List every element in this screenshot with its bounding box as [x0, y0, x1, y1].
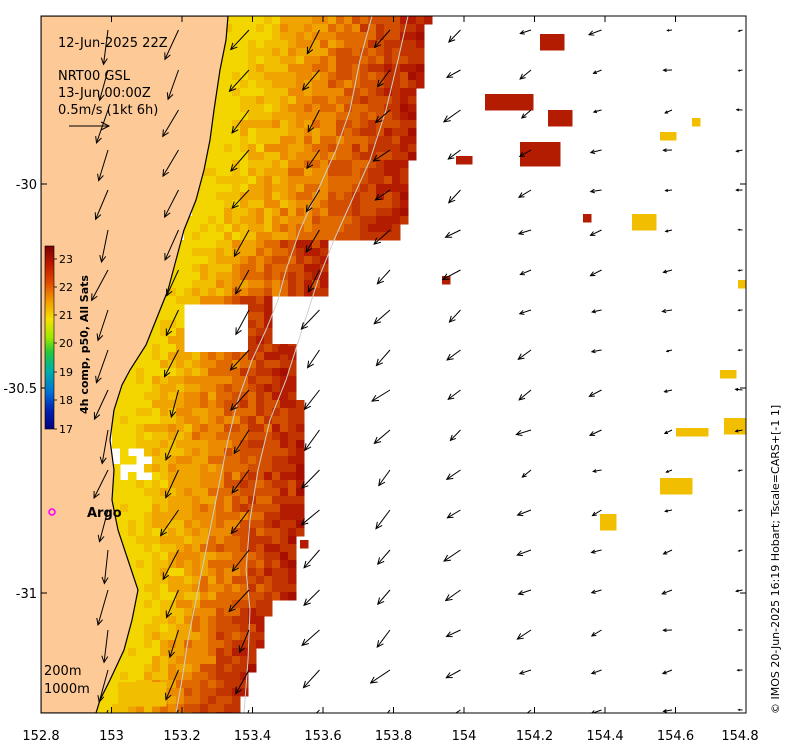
- x-axis-labels: 152.8 153 153.2 153.4 153.6 153.8 154 15…: [22, 729, 758, 744]
- colorbar-tick-label: 18: [59, 394, 73, 407]
- x-tick-label: 154: [452, 729, 477, 744]
- current-time-label: 13-Jun 00:00Z: [58, 86, 151, 101]
- x-tick-label: 153.6: [304, 729, 341, 744]
- argo-label: Argo: [87, 506, 122, 521]
- x-tick-label: 153: [99, 729, 124, 744]
- x-tick-label: 153.8: [375, 729, 412, 744]
- current-vectors: [91, 29, 743, 713]
- scale-arrow-icon: [69, 121, 111, 131]
- colorbar-gradient: [44, 245, 55, 430]
- timestamp-label: 12-Jun-2025 22Z: [58, 36, 168, 51]
- isobath-1000m: [243, 16, 409, 713]
- colorbar-tick-label: 22: [59, 281, 73, 294]
- colorbar-tick-label: 20: [59, 337, 73, 350]
- colorbar-title: 4h comp, p50, All Sats: [78, 275, 91, 414]
- colorbar-tick-label: 23: [59, 253, 73, 266]
- colorbar: 23 22 21 20 19 18 17 4h comp, p50, All S…: [44, 245, 91, 436]
- current-model-label: NRT00 GSL: [58, 69, 131, 84]
- argo-marker: [48, 508, 56, 516]
- x-tick-label: 154.6: [657, 729, 694, 744]
- colorbar-tick-label: 19: [59, 366, 73, 379]
- x-tick-label: 153.4: [234, 729, 271, 744]
- y-tick-label: -31: [16, 587, 37, 602]
- y-tick-label: -30: [16, 178, 37, 193]
- x-tick-label: 154.2: [516, 729, 553, 744]
- axis-ticks: [40, 16, 747, 713]
- x-tick-label: 154.4: [586, 729, 623, 744]
- y-axis-labels: -30 -30.5 -31: [3, 178, 37, 602]
- sst-field: [96, 16, 746, 713]
- isobath-200m: [175, 16, 373, 713]
- current-scale-label: 0.5m/s (1kt 6h): [58, 103, 158, 118]
- y-tick-label: -30.5: [3, 382, 37, 397]
- land-area: [41, 16, 229, 713]
- x-tick-label: 154.8: [721, 729, 758, 744]
- isobath-label-200m: 200m: [44, 664, 81, 679]
- colorbar-tick-label: 21: [59, 309, 73, 322]
- credit-text: © IMOS 20-Jun-2025 16:19 Hobart; Tscale=…: [769, 405, 782, 714]
- x-tick-label: 153.2: [163, 729, 200, 744]
- isobath-label-1000m: 1000m: [44, 682, 90, 697]
- colorbar-tick-label: 17: [59, 423, 73, 436]
- x-tick-label: 152.8: [22, 729, 59, 744]
